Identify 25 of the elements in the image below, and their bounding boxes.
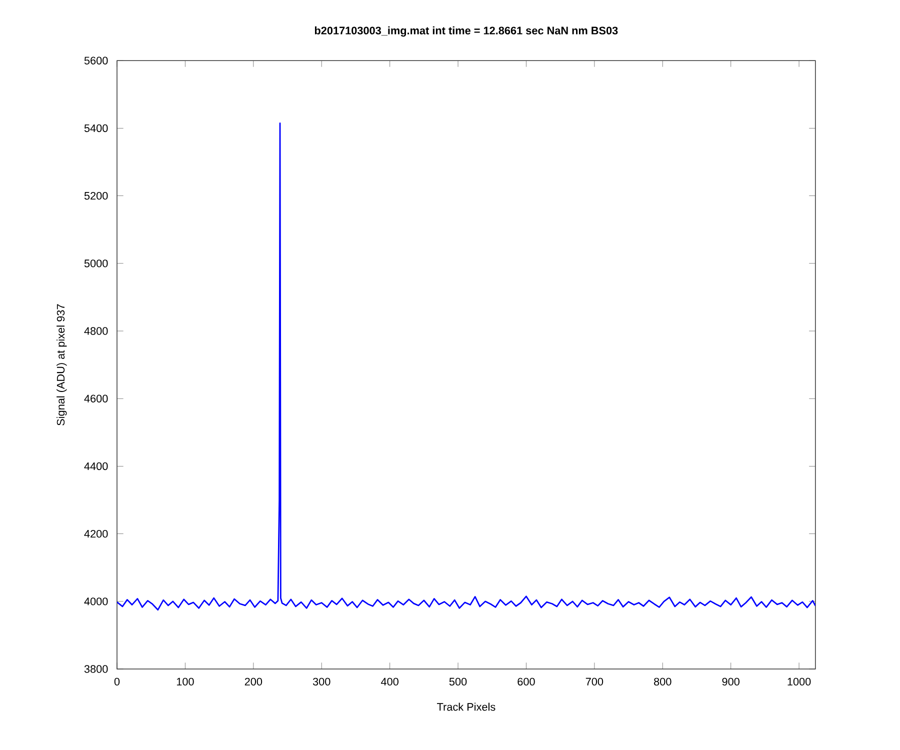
y-tick-label: 4000 (84, 598, 108, 606)
x-tick-label: 700 (586, 678, 604, 686)
x-tick-label: 600 (518, 678, 535, 686)
y-tick-label: 4800 (84, 327, 108, 335)
x-tick-label: 900 (722, 678, 740, 686)
y-axis-title: Signal (ADU) at pixel 937 (56, 304, 67, 426)
x-tick-label: 400 (380, 678, 398, 686)
x-tick-label: 800 (654, 678, 672, 686)
x-tick-label: 300 (312, 678, 330, 686)
y-tick-label: 5600 (84, 56, 108, 64)
y-tick-label: 5200 (84, 192, 108, 200)
y-tick-label: 5000 (84, 260, 108, 268)
x-tick-label: 100 (176, 678, 194, 686)
x-tick-label: 0 (114, 678, 120, 686)
y-tick-label: 5400 (84, 124, 108, 132)
x-tick-label: 200 (244, 678, 262, 686)
x-axis-title: Track Pixels (437, 702, 496, 711)
y-tick-label: 4400 (84, 462, 108, 470)
y-tick-label: 4600 (84, 394, 108, 402)
chart-title: b2017103003_img.mat int time = 12.8661 sec NaN nm BS03 (314, 26, 618, 37)
x-tick-label: 500 (449, 678, 467, 686)
y-tick-label: 3800 (84, 665, 108, 673)
y-tick-label: 4200 (84, 530, 108, 538)
line-series (117, 122, 816, 611)
x-tick-label: 1000 (788, 678, 811, 686)
